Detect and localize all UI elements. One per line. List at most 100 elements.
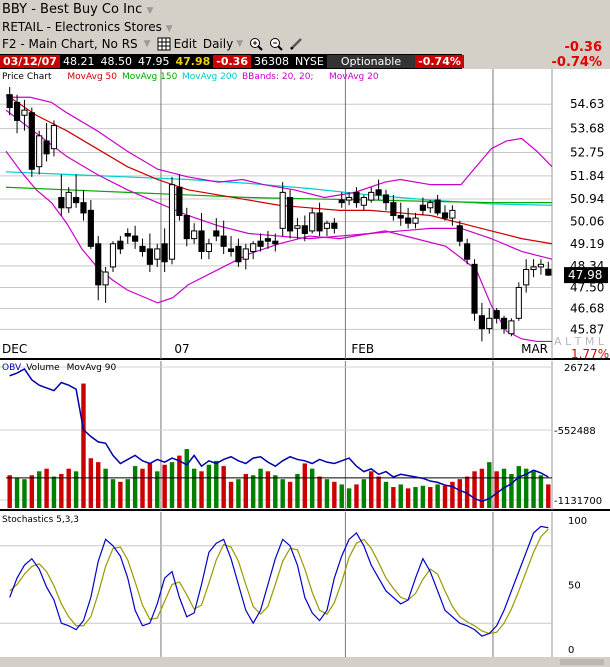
price-tick-label: 45.87	[570, 322, 604, 336]
candle-up	[50, 125, 58, 150]
volume-bar	[118, 481, 123, 508]
volume-bar	[428, 487, 433, 508]
price-legend-item: MovAvg 20	[329, 72, 379, 82]
volume-bar	[250, 475, 256, 508]
candle-down	[493, 310, 500, 319]
candle-down	[316, 212, 323, 232]
candle-down	[87, 209, 94, 247]
edit-button[interactable]: Edit	[157, 37, 197, 51]
candle-up	[242, 248, 249, 260]
period-selector[interactable]: Daily ▼	[203, 37, 243, 51]
candle-down	[500, 317, 508, 330]
candle-up	[508, 320, 515, 335]
candle-up	[65, 191, 72, 209]
x-axis-label: 07	[174, 342, 189, 356]
price-legend-item: BBands: 20, 20;	[242, 72, 314, 82]
volume-bar	[413, 487, 418, 508]
candle-down	[286, 197, 294, 232]
volume-bar	[509, 473, 514, 508]
candle-down	[235, 245, 242, 263]
candle-down	[213, 230, 220, 237]
candle-up	[205, 243, 212, 252]
stoch-panel-bg	[0, 512, 610, 657]
zoom-in-icon[interactable]	[249, 37, 263, 51]
volume-bar	[332, 481, 337, 508]
candle-down	[6, 94, 13, 109]
candle-up	[523, 268, 530, 286]
volume-bar	[531, 471, 536, 508]
big-percent: -0.74%	[551, 55, 603, 70]
candle-up	[250, 243, 257, 252]
volume-bar	[110, 479, 116, 508]
candle-down	[161, 243, 168, 263]
candle-down	[198, 230, 205, 252]
candle-down	[227, 248, 235, 252]
volume-bar	[287, 481, 293, 508]
candle-down	[382, 194, 390, 204]
candle-up	[109, 243, 117, 268]
chevron-down-icon[interactable]: ▼	[143, 39, 151, 49]
stoch-d-line	[9, 528, 549, 635]
obv-tick-label: -552488	[554, 426, 596, 437]
candle-up	[36, 135, 43, 168]
optionable-label: Optionable	[326, 55, 416, 68]
candle-up	[486, 317, 493, 330]
candle-down	[95, 243, 102, 286]
candle-down	[80, 202, 87, 214]
volume-bar	[450, 481, 455, 508]
price-tick-label: 49.19	[570, 237, 604, 251]
volume-bar	[36, 471, 42, 508]
volume-bar	[369, 471, 374, 508]
obv-legend-item: Volume	[26, 363, 60, 373]
x-axis-label: DEC	[2, 342, 27, 356]
zoom-out-icon[interactable]	[269, 37, 283, 51]
pencil-icon[interactable]	[289, 37, 303, 51]
price-tick-label: 50.94	[570, 192, 604, 206]
volume-bar	[184, 449, 189, 508]
volume-bar	[398, 484, 403, 508]
volume-bar	[7, 475, 12, 508]
volume-bar	[420, 485, 426, 508]
candle-up	[360, 197, 367, 206]
candle-up	[323, 222, 331, 229]
symbol-selector[interactable]: BBY - Best Buy Co Inc ▼	[2, 2, 153, 17]
chart-layout-label[interactable]: F2 - Main Chart, No RS	[2, 37, 138, 51]
volume-bar	[221, 466, 226, 508]
candle-down	[434, 199, 441, 214]
stock-chart[interactable]: 54.6353.6852.7551.8450.9450.0649.1948.34…	[0, 69, 610, 667]
obv-tick-label: 26724	[564, 363, 596, 374]
volume-bar	[66, 468, 71, 508]
chevron-down-icon[interactable]: ▼	[146, 6, 154, 16]
chevron-down-icon[interactable]: ▼	[165, 24, 173, 34]
volume-bar	[162, 464, 167, 508]
candle-down	[139, 245, 146, 252]
quote-last: 47.98	[175, 55, 211, 68]
volume-bar	[354, 484, 359, 508]
volume-bar	[125, 479, 130, 508]
volume-bar	[457, 479, 462, 508]
volume-bar	[236, 479, 241, 508]
price-tick-label: 46.68	[570, 302, 604, 316]
sector-selector[interactable]: RETAIL - Electronics Stores ▼	[2, 20, 173, 34]
price-tick-label: 53.68	[570, 122, 604, 136]
price-legend-item: MovAvg 200	[182, 72, 238, 82]
x-axis-label: MAR	[521, 342, 548, 356]
grid-icon	[157, 37, 171, 51]
current-price-box	[564, 267, 608, 284]
symbol-title: BBY - Best Buy Co Inc	[2, 2, 143, 17]
volume-bar	[317, 476, 322, 508]
volume-bar	[383, 481, 389, 508]
candle-down	[545, 268, 552, 276]
volume-bar	[265, 471, 271, 508]
big-change: -0.36	[564, 40, 602, 55]
price-legend-item: Price Chart	[2, 72, 52, 82]
obv-legend-item: MovAvg 90	[67, 363, 117, 373]
candle-down	[264, 238, 272, 242]
candle-down	[331, 222, 338, 229]
candle-up	[191, 230, 198, 240]
volume-bar	[147, 463, 153, 508]
volume-bar	[295, 473, 300, 508]
chart-toolbar: F2 - Main Chart, No RS ▼ Edit Daily ▼	[2, 37, 303, 51]
candle-up	[412, 217, 419, 224]
obv-panel: 26724 -552488 -1131700 OBV Volume MovAvg 90	[0, 361, 610, 511]
